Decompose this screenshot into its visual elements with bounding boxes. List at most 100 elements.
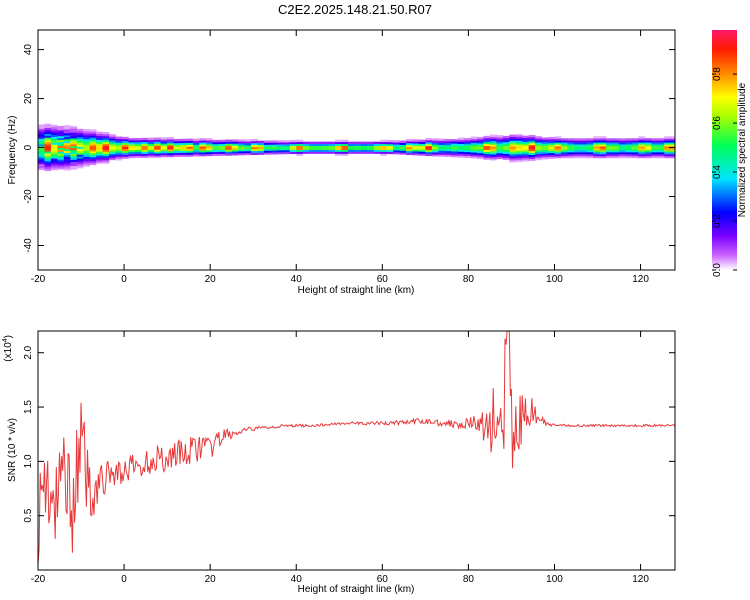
snr-y-label: SNR (10 * v/v) (7, 418, 18, 482)
heatmap-cell (115, 148, 123, 151)
heatmap-cell (464, 153, 471, 157)
heatmap-cell (231, 151, 239, 154)
heatmap-cell (218, 147, 226, 150)
heatmap-cell (141, 139, 149, 143)
heatmap-cell (44, 168, 52, 172)
heatmap-cell (606, 146, 613, 149)
heatmap-cell (186, 144, 194, 147)
heatmap-cell (167, 139, 174, 142)
heatmap-cell (567, 142, 575, 145)
heatmap-cell (431, 152, 439, 155)
heatmap-cell (431, 144, 439, 147)
heatmap-cell (257, 148, 265, 151)
heatmap-cell (509, 144, 517, 147)
heatmap-cell (483, 147, 491, 150)
heatmap-cell (541, 145, 549, 148)
heatmap-cell (50, 136, 58, 139)
heatmap-cell (444, 154, 452, 158)
heatmap-cell (431, 142, 439, 145)
heatmap-cell (386, 143, 394, 147)
spectrogram-heatmap (38, 123, 675, 172)
heatmap-cell (212, 147, 220, 151)
heatmap-cell (477, 145, 484, 148)
heatmap-cell (218, 145, 226, 148)
heatmap-cell (373, 145, 381, 148)
heatmap-cell (70, 128, 78, 131)
heatmap-cell (502, 135, 510, 139)
heatmap-cell (205, 140, 213, 143)
heatmap-cell (76, 132, 84, 136)
heatmap-cell (38, 130, 45, 133)
heatmap-cell (573, 151, 581, 155)
heatmap-cell (96, 147, 103, 150)
heatmap-cell (651, 151, 659, 155)
heatmap-cell (44, 135, 52, 138)
heatmap-cell (638, 146, 646, 149)
heatmap-cell (515, 159, 523, 163)
heatmap-cell (425, 151, 433, 155)
heatmap-cell (160, 141, 168, 144)
heatmap-cell (309, 149, 317, 152)
heatmap-cell (638, 151, 646, 155)
heatmap-cell (89, 145, 97, 148)
heatmap-cell (535, 140, 542, 143)
heatmap-cell (593, 136, 601, 139)
heatmap-cell (334, 143, 342, 146)
heatmap-cell (483, 143, 491, 147)
heatmap-cell (541, 149, 549, 152)
heatmap-cell (515, 134, 523, 137)
heatmap-cell (167, 150, 174, 154)
heatmap-cell (89, 129, 97, 132)
heatmap-cell (625, 150, 633, 153)
heatmap-cell (470, 140, 478, 143)
heatmap-cell (283, 143, 291, 147)
heatmap-cell (664, 150, 672, 153)
heatmap-cell (631, 150, 639, 153)
heatmap-cell (464, 145, 471, 149)
heatmap-cell (251, 140, 258, 144)
heatmap-cell (657, 150, 665, 153)
x-tick-label: 20 (205, 574, 217, 585)
heatmap-cell (192, 146, 200, 149)
heatmap-cell (418, 147, 426, 150)
heatmap-cell (451, 154, 459, 158)
heatmap-cell (96, 149, 103, 152)
heatmap-cell (309, 147, 317, 150)
heatmap-cell (580, 146, 588, 149)
spectrogram-y-label: Frequency (Hz) (7, 116, 18, 185)
heatmap-cell (431, 154, 439, 157)
heatmap-cell (70, 149, 78, 153)
spectrogram-y-ticks: -40 -20 0 20 40 (23, 44, 675, 253)
heatmap-cell (367, 147, 375, 150)
heatmap-cell (102, 145, 110, 149)
heatmap-cell (38, 138, 45, 141)
heatmap-cell (83, 158, 91, 161)
heatmap-cell (134, 149, 142, 153)
heatmap-cell (63, 168, 71, 171)
x-tick-label: 0 (121, 574, 127, 585)
heatmap-cell (96, 155, 103, 158)
heatmap-cell (44, 155, 52, 158)
heatmap-cell (586, 150, 594, 153)
heatmap-cell (638, 144, 646, 147)
heatmap-cell (593, 151, 601, 155)
heatmap-cell (89, 147, 97, 150)
heatmap-cell (147, 145, 155, 148)
heatmap-cell (528, 142, 536, 146)
heatmap-cell (141, 153, 149, 156)
heatmap-cell (89, 139, 97, 142)
heatmap-cell (44, 153, 52, 156)
heatmap-cell (115, 140, 123, 143)
heatmap-cell (380, 141, 388, 145)
heatmap-cell (141, 141, 149, 145)
heatmap-cell (509, 148, 517, 151)
heatmap-cell (477, 156, 484, 160)
heatmap-cell (580, 150, 588, 153)
heatmap-cell (354, 151, 362, 154)
heatmap-cell (315, 147, 323, 150)
heatmap-cell (134, 147, 142, 151)
heatmap-cell (44, 129, 52, 132)
heatmap-cell (405, 140, 413, 144)
heatmap-cell (651, 150, 659, 153)
heatmap-cell (644, 138, 652, 141)
